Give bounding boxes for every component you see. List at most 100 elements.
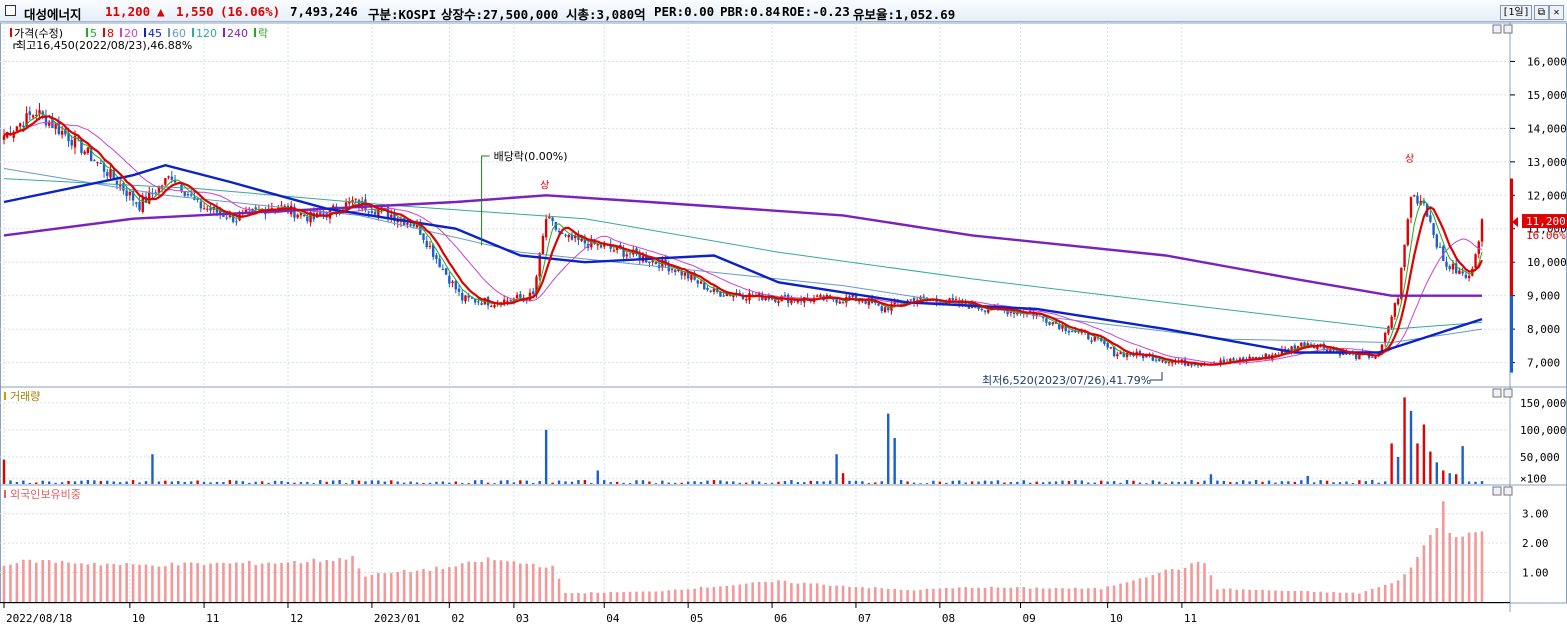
candle-body: [131, 191, 135, 201]
current-price-pointer: [1512, 217, 1518, 228]
foreign-bar: [99, 565, 103, 602]
foreign-bar: [196, 563, 199, 602]
foreign-bar: [1177, 569, 1180, 602]
volume-bar: [816, 481, 819, 484]
period-button[interactable]: [1일]: [1500, 5, 1532, 20]
foreign-bar: [286, 562, 290, 602]
candle-body: [1461, 271, 1464, 274]
candle-body: [148, 191, 151, 204]
volume-bar: [1461, 446, 1464, 484]
ma60-line: [3, 168, 1483, 344]
pbr-value: PBR:0.84: [720, 4, 781, 19]
volume-bar: [615, 481, 619, 484]
volume-bar: [532, 483, 535, 484]
foreign-bar: [1293, 590, 1297, 602]
candle-body: [354, 198, 357, 200]
candle-body: [80, 138, 83, 153]
volume-bar: [977, 481, 980, 484]
candle-body: [309, 212, 312, 223]
candle-body: [41, 111, 44, 115]
foreign-bar: [519, 563, 522, 602]
volume-panel: [0, 386, 1567, 486]
candle-body: [1458, 270, 1461, 275]
candle-body: [461, 293, 464, 301]
candle-body: [561, 232, 564, 234]
candle-body: [964, 301, 967, 306]
current-price-tag: [1522, 214, 1567, 229]
title-bar: 대성에너지 11,200 ▲ 1,550 (16.06%) 7,493,246 …: [0, 0, 1567, 22]
volume-bar: [577, 480, 580, 484]
candle-body: [1474, 254, 1477, 268]
foreign-bar: [1093, 587, 1097, 602]
candle-body: [209, 207, 212, 211]
candle-body: [293, 206, 296, 218]
close-icon[interactable]: ✕: [1549, 5, 1564, 20]
volume-bar: [319, 480, 322, 484]
foreign-bar: [67, 562, 70, 602]
listed-shares: 상장수:27,500,000: [441, 7, 559, 22]
foreign-bar: [1422, 545, 1426, 602]
foreign-bar: [189, 562, 193, 602]
volume-bar: [1422, 424, 1426, 484]
candle-body: [444, 268, 448, 275]
foreign-bar: [706, 587, 709, 602]
candle-body: [1435, 234, 1439, 248]
foreign-bar: [467, 561, 470, 602]
x-tick-label: 2023/01: [374, 612, 420, 625]
foreign-bar: [389, 573, 393, 602]
volume-bar: [867, 483, 871, 484]
candle-body: [12, 131, 15, 138]
candle-body: [1274, 354, 1277, 356]
candle-body: [222, 215, 225, 217]
volume-bar: [919, 483, 922, 484]
legend-label-6: 120: [196, 27, 217, 40]
foreign-bar: [1190, 563, 1193, 602]
volume-bar: [1235, 482, 1238, 484]
candle-body: [1445, 261, 1448, 267]
foreign-bar: [364, 576, 367, 602]
foreign-bar: [925, 588, 929, 602]
candle-body: [615, 246, 619, 250]
candle-body: [848, 296, 851, 299]
candle-body: [690, 274, 693, 280]
foreign-bar: [1325, 592, 1329, 602]
restore-icon[interactable]: ⧉: [1534, 5, 1549, 20]
volume-bar: [28, 482, 32, 484]
foreign-bar: [886, 588, 890, 602]
volume-bar: [1467, 481, 1471, 484]
panel-minimize-icon: [1492, 486, 1502, 496]
candle-body: [583, 236, 587, 244]
foreign-bar: [1009, 587, 1013, 602]
foreign-bar: [1345, 592, 1348, 602]
volume-bar: [822, 481, 825, 484]
foreign-bar: [1074, 587, 1077, 602]
volume-bar: [1371, 479, 1374, 484]
volume-bar: [1061, 480, 1064, 484]
candle-body: [816, 295, 819, 297]
volume-bar: [1480, 481, 1484, 484]
candle-body: [1251, 356, 1255, 361]
foreign-bar: [1358, 593, 1361, 602]
foreign-bar: [596, 592, 600, 602]
candle-body: [1106, 343, 1109, 348]
volume-bar: [1306, 475, 1309, 484]
candle-body: [1241, 357, 1245, 360]
candle-body: [1219, 360, 1222, 365]
select-checkbox[interactable]: [5, 5, 16, 16]
volume-bar: [686, 481, 690, 484]
foreign-bar: [1106, 586, 1109, 602]
volume-bar: [183, 482, 186, 484]
volume-bar: [396, 481, 399, 484]
candle-body: [599, 245, 603, 248]
candle-body: [580, 238, 583, 241]
foreign-bar: [893, 588, 896, 602]
volume-bar: [1145, 483, 1148, 484]
foreign-bar: [1086, 588, 1090, 602]
candle-body: [1109, 347, 1113, 349]
candle-body: [544, 219, 548, 238]
foreign-bar: [1467, 532, 1471, 602]
candle-body: [351, 200, 354, 203]
candle-body: [1329, 349, 1332, 352]
candle-body: [254, 207, 257, 210]
foreign-bar: [641, 591, 645, 602]
